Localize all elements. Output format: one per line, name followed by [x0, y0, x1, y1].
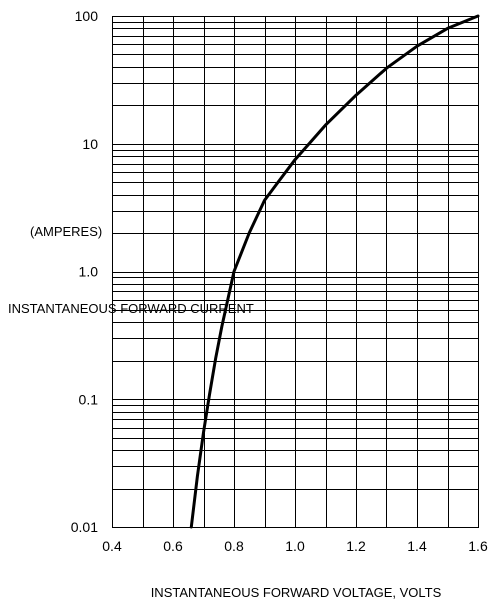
- x-tick-label: 1.6: [468, 538, 488, 554]
- y-axis-title: INSTANTANEOUS FORWARD CURRENT: [8, 301, 254, 316]
- x-tick-label: 0.8: [224, 538, 244, 554]
- y-tick-label: 1.0: [79, 264, 99, 280]
- y-axis-unit-label: (AMPERES): [30, 224, 102, 239]
- x-axis-title: INSTANTANEOUS FORWARD VOLTAGE, VOLTS: [151, 585, 442, 600]
- y-tick-label: 0.1: [79, 391, 99, 407]
- x-tick-label: 1.2: [346, 538, 366, 554]
- y-tick-label: 0.01: [71, 519, 98, 535]
- grid: [112, 16, 479, 528]
- x-tick-label: 0.4: [102, 538, 122, 554]
- y-tick-label: 100: [75, 8, 99, 24]
- x-tick-label: 1.0: [285, 538, 305, 554]
- x-tick-label: 0.6: [163, 538, 183, 554]
- plot-frame: [111, 15, 480, 529]
- x-tick-label: 1.4: [407, 538, 427, 554]
- y-tick-label: 10: [82, 136, 98, 152]
- tick-labels: 0.4 0.6 0.8 1.0 1.2 1.4 1.6 0.01 0.1 1.0 10 100: [71, 8, 488, 554]
- forward-current-curve: [189, 14, 480, 529]
